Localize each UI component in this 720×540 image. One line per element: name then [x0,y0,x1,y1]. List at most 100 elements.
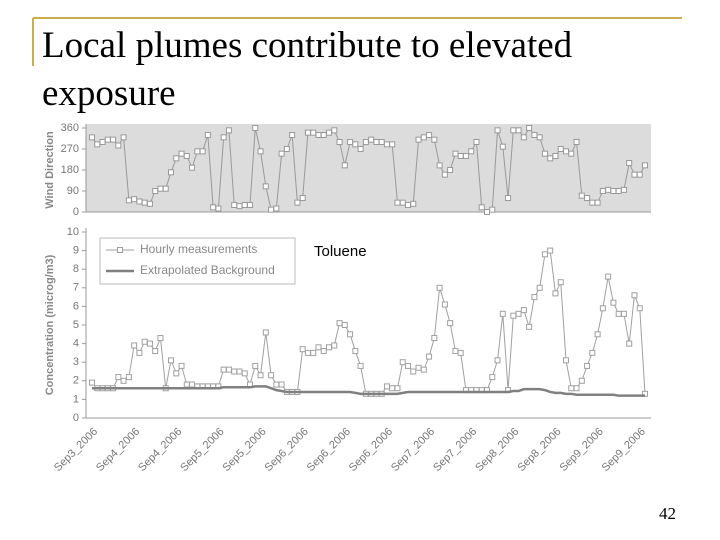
y-tick-label: 2 [73,375,79,387]
data-point [162,185,169,192]
data-point [515,127,522,134]
data-point [141,199,148,206]
data-point [120,377,127,384]
data-point [378,139,385,145]
data-point [131,196,138,203]
data-point [473,139,480,145]
x-tick-label: Sep5_2006 [220,426,268,474]
data-point [426,353,433,360]
x-tick-label: Sep4_2006 [94,426,142,474]
data-point [510,312,517,319]
data-point [257,148,264,155]
y-tick-label: 10 [67,226,79,238]
title-line: exposure [42,73,176,114]
data-point [563,357,569,364]
data-point [326,129,332,136]
data-point [552,153,559,159]
data-point [594,331,601,338]
x-tick-label: Sep8_2006 [515,426,563,474]
data-point [257,372,264,379]
y-axis-label: Concentration (microg/m3) [44,254,56,395]
data-point [399,199,406,206]
data-point [457,153,464,159]
data-point [152,188,159,194]
x-tick-label: Sep4_2006 [136,426,184,474]
data-point [299,195,306,201]
legend-box [99,237,296,285]
data-point [320,348,327,355]
data-point [520,134,527,141]
data-point [441,301,448,308]
data-point [236,203,243,210]
data-point [336,139,343,145]
data-point [383,141,390,148]
data-point [462,153,469,159]
x-tick-label: Sep7_2006 [389,426,437,474]
data-point [262,183,269,190]
data-point [199,148,206,155]
page-number: 42 [659,504,676,523]
data-point [394,385,401,392]
data-point [315,132,322,138]
data-point [183,153,190,159]
data-point [447,320,454,327]
data-point [146,340,153,347]
data-point [499,143,506,150]
data-point [131,342,138,349]
y-tick-label: 7 [73,282,79,294]
data-point [236,368,243,375]
data-point [152,348,159,355]
data-point [526,323,533,330]
data-point [589,199,596,206]
data-point [589,349,596,356]
data-point [541,150,548,157]
data-point [631,292,638,299]
data-point [394,199,401,206]
data-point [620,186,627,193]
y-tick-label: 1 [73,393,79,405]
data-point [157,185,164,192]
data-point [531,132,538,138]
data-point [115,142,122,149]
data-point [557,279,564,286]
data-point [146,200,153,207]
y-axis-label: Wind Direction [44,131,56,209]
data-point [489,206,496,213]
legend-label: Hourly measurements [140,242,257,256]
slide-title: Local plumes contribute to elevated expo… [42,25,581,114]
x-tick-label: Sep9_2006 [557,426,605,474]
data-point [373,139,380,145]
y-tick-label: 4 [73,338,79,350]
data-point [399,359,406,366]
data-point [626,340,633,347]
data-point [136,349,143,356]
data-point [610,188,617,194]
data-point [584,195,591,201]
data-point [210,204,217,211]
data-point [268,206,275,213]
data-point [173,370,180,377]
data-point [605,186,612,193]
data-point [636,305,643,312]
data-point [489,374,496,381]
data-point [336,320,343,327]
x-tick-label: Sep5_2006 [178,426,226,474]
data-point [505,195,512,201]
data-point [310,129,317,136]
data-point [89,379,95,386]
data-point [536,134,543,141]
data-point [389,141,396,148]
data-point [494,357,501,364]
series-line [92,385,645,397]
data-point [231,368,238,375]
data-point [441,171,448,178]
data-point [347,331,354,338]
data-point [136,198,143,205]
x-tick-label: Sep6_2006 [263,426,311,474]
data-point [341,322,348,328]
data-point [304,349,311,356]
data-point [599,188,606,194]
data-point [389,385,396,392]
data-point [225,127,232,134]
data-point [268,372,275,379]
